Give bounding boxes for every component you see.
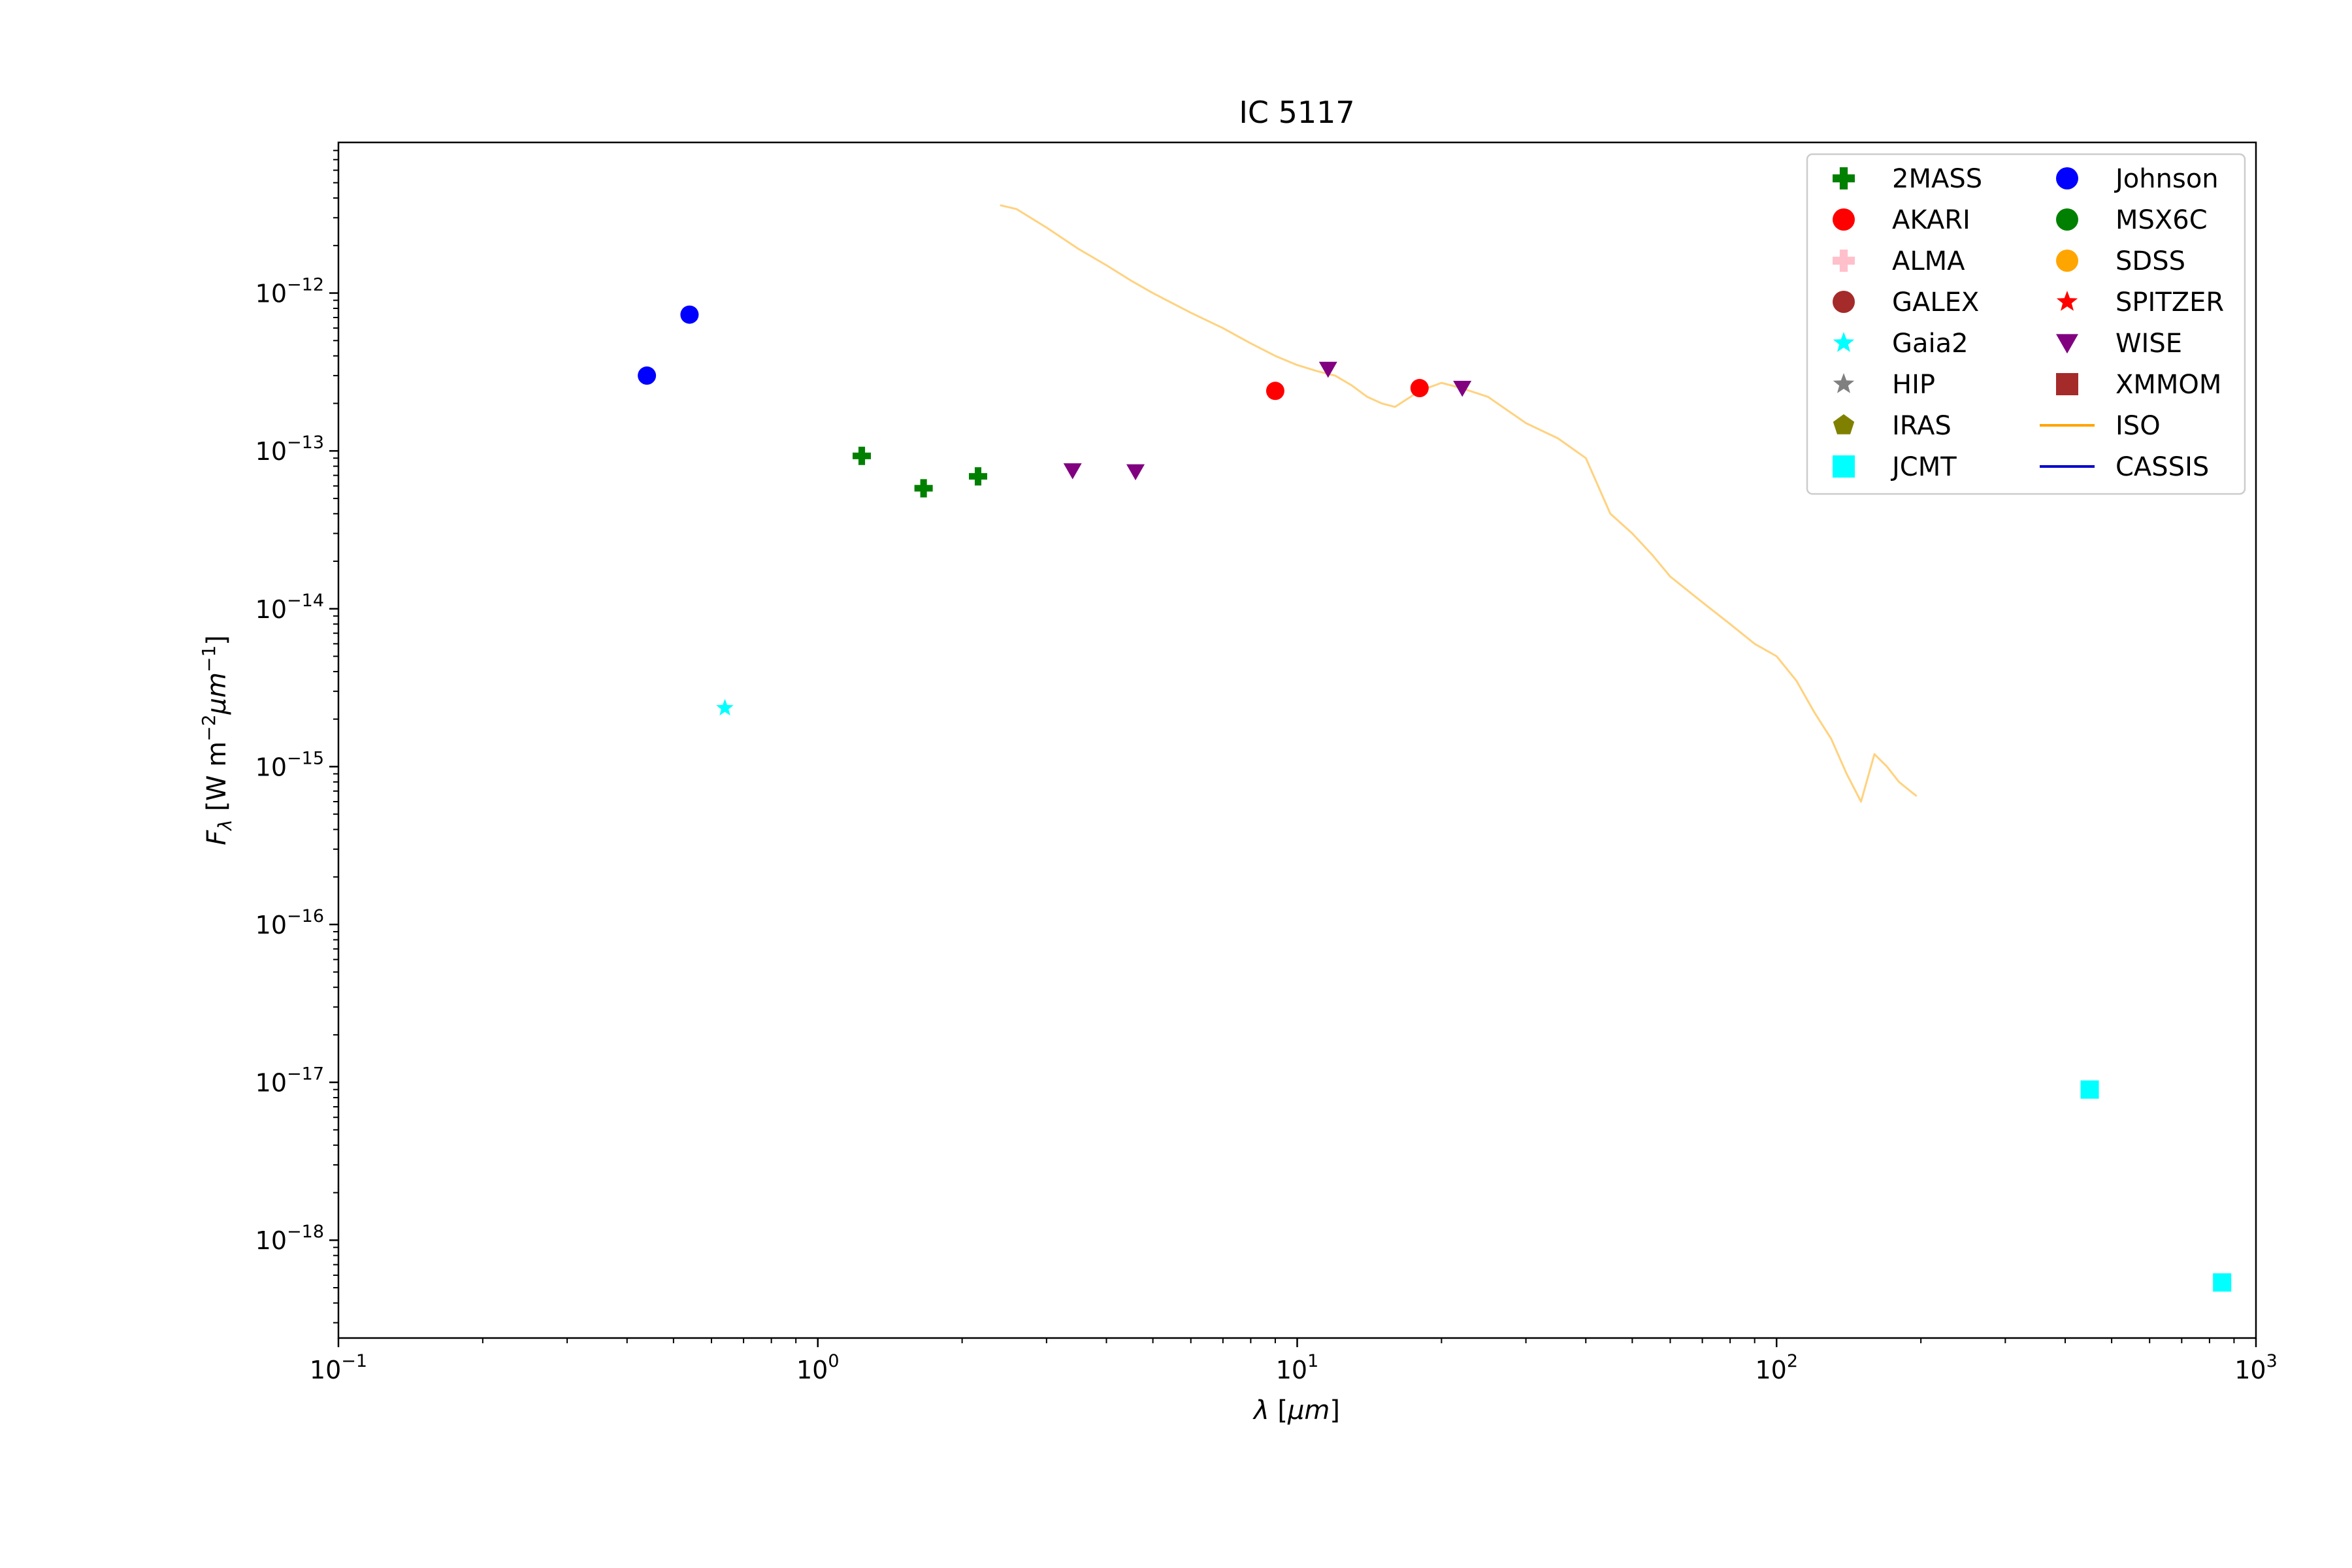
legend-label: HIP (1892, 370, 1935, 400)
x-tick-label: 101 (1276, 1351, 1319, 1384)
legend-label: GALEX (1892, 287, 1979, 318)
legend-marker-2mass (1833, 167, 1855, 189)
legend-item: MSX6C (2056, 205, 2208, 235)
data-point-2mass (853, 446, 872, 465)
legend-marker-gaia2 (1833, 332, 1855, 352)
data-point-2mass (914, 479, 933, 498)
legend-label: IRAS (1892, 411, 1952, 441)
legend-label: XMMOM (2115, 370, 2221, 400)
legend-item: Johnson (2056, 164, 2219, 194)
legend-marker-msx6c (2056, 208, 2078, 231)
legend-marker-wise (2056, 334, 2078, 354)
data-point-wise (1063, 463, 1082, 480)
legend-label: ALMA (1892, 246, 1965, 276)
legend-item: AKARI (1833, 205, 1970, 235)
y-axis-label: Fλ [W m−2μm−1] (198, 635, 236, 845)
data-point-wise (1318, 361, 1337, 378)
legend-item: XMMOM (2056, 370, 2221, 400)
x-tick-label: 102 (1755, 1351, 1798, 1384)
legend-frame (1806, 153, 2246, 495)
legend-label: SPITZER (2115, 287, 2224, 318)
legend-label: ISO (2115, 411, 2161, 441)
data-point-johnson (638, 366, 657, 385)
legend-marker-hip (1833, 373, 1855, 393)
plot-content (638, 204, 2232, 1292)
data-point-akari (1266, 382, 1284, 400)
legend-item: JCMT (1833, 452, 1957, 482)
legend-marker-jcmt (1833, 455, 1855, 478)
y-tick-label: 10−14 (255, 591, 324, 624)
y-tick-label: 10−16 (255, 906, 324, 939)
x-tick-label: 10−1 (310, 1351, 367, 1384)
legend-item: SDSS (2056, 246, 2185, 276)
legend-label: JCMT (1890, 452, 1957, 482)
y-tick-label: 10−13 (255, 433, 324, 466)
legend-marker-sdss (2056, 250, 2078, 272)
x-tick-label: 103 (2234, 1351, 2278, 1384)
data-point-jcmt (2080, 1080, 2099, 1099)
legend-marker-xmmom (2056, 373, 2078, 395)
legend-label: 2MASS (1892, 164, 1982, 194)
data-point-akari (1410, 379, 1429, 398)
legend-label: Gaia2 (1892, 329, 1968, 359)
x-axis-label: λ [μm] (1252, 1396, 1340, 1426)
data-point-wise (1126, 464, 1145, 481)
x-tick-label: 100 (796, 1351, 840, 1384)
legend-item: ISO (2040, 411, 2161, 441)
y-tick-label: 10−18 (255, 1222, 324, 1255)
legend-item: WISE (2056, 329, 2182, 359)
data-point-johnson (680, 305, 699, 324)
y-tick-label: 10−15 (255, 748, 324, 781)
legend-item: 2MASS (1833, 164, 1982, 194)
legend-item: ALMA (1833, 246, 1965, 276)
legend-marker-alma (1833, 250, 1855, 272)
data-point-2mass (969, 467, 988, 486)
legend-label: CASSIS (2115, 452, 2209, 482)
legend-marker-johnson (2056, 167, 2078, 189)
series-line-iso (1000, 204, 1918, 803)
legend-label: SDSS (2115, 246, 2185, 276)
plot-area (638, 204, 2232, 1292)
y-tick-label: 10−17 (255, 1064, 324, 1098)
axis-ticks: 10−1 100 101 102 103 10−18 10−17 10−16 10−15 10−1… (255, 150, 2278, 1384)
legend-item: IRAS (1833, 411, 1952, 441)
legend-label: MSX6C (2115, 205, 2208, 235)
y-tick-label: 10−12 (255, 275, 324, 308)
legend-item: CASSIS (2040, 452, 2209, 482)
legend-marker-galex (1833, 291, 1855, 313)
legend-label: AKARI (1892, 205, 1970, 235)
legend-item: HIP (1833, 370, 1935, 400)
legend-label: Johnson (2114, 164, 2219, 194)
legend-marker-spitzer (2056, 291, 2078, 311)
axes-frame (337, 141, 2257, 1339)
legend-item: Gaia2 (1833, 329, 1968, 359)
legend-marker-iras (1833, 414, 1855, 434)
legend-label: WISE (2115, 329, 2182, 359)
chart-title: IC 5117 (1239, 95, 1354, 130)
legend-marker-akari (1833, 208, 1855, 231)
legend: 2MASS AKARI ALMA GALEX Gaia2 HIP IRAS JCMT Johns… (1806, 153, 2246, 495)
data-point-gaia2 (716, 698, 734, 716)
legend-item: SPITZER (2056, 287, 2224, 318)
data-point-jcmt (2213, 1273, 2232, 1292)
data-point-wise (1453, 380, 1472, 397)
legend-item: GALEX (1833, 287, 1979, 318)
